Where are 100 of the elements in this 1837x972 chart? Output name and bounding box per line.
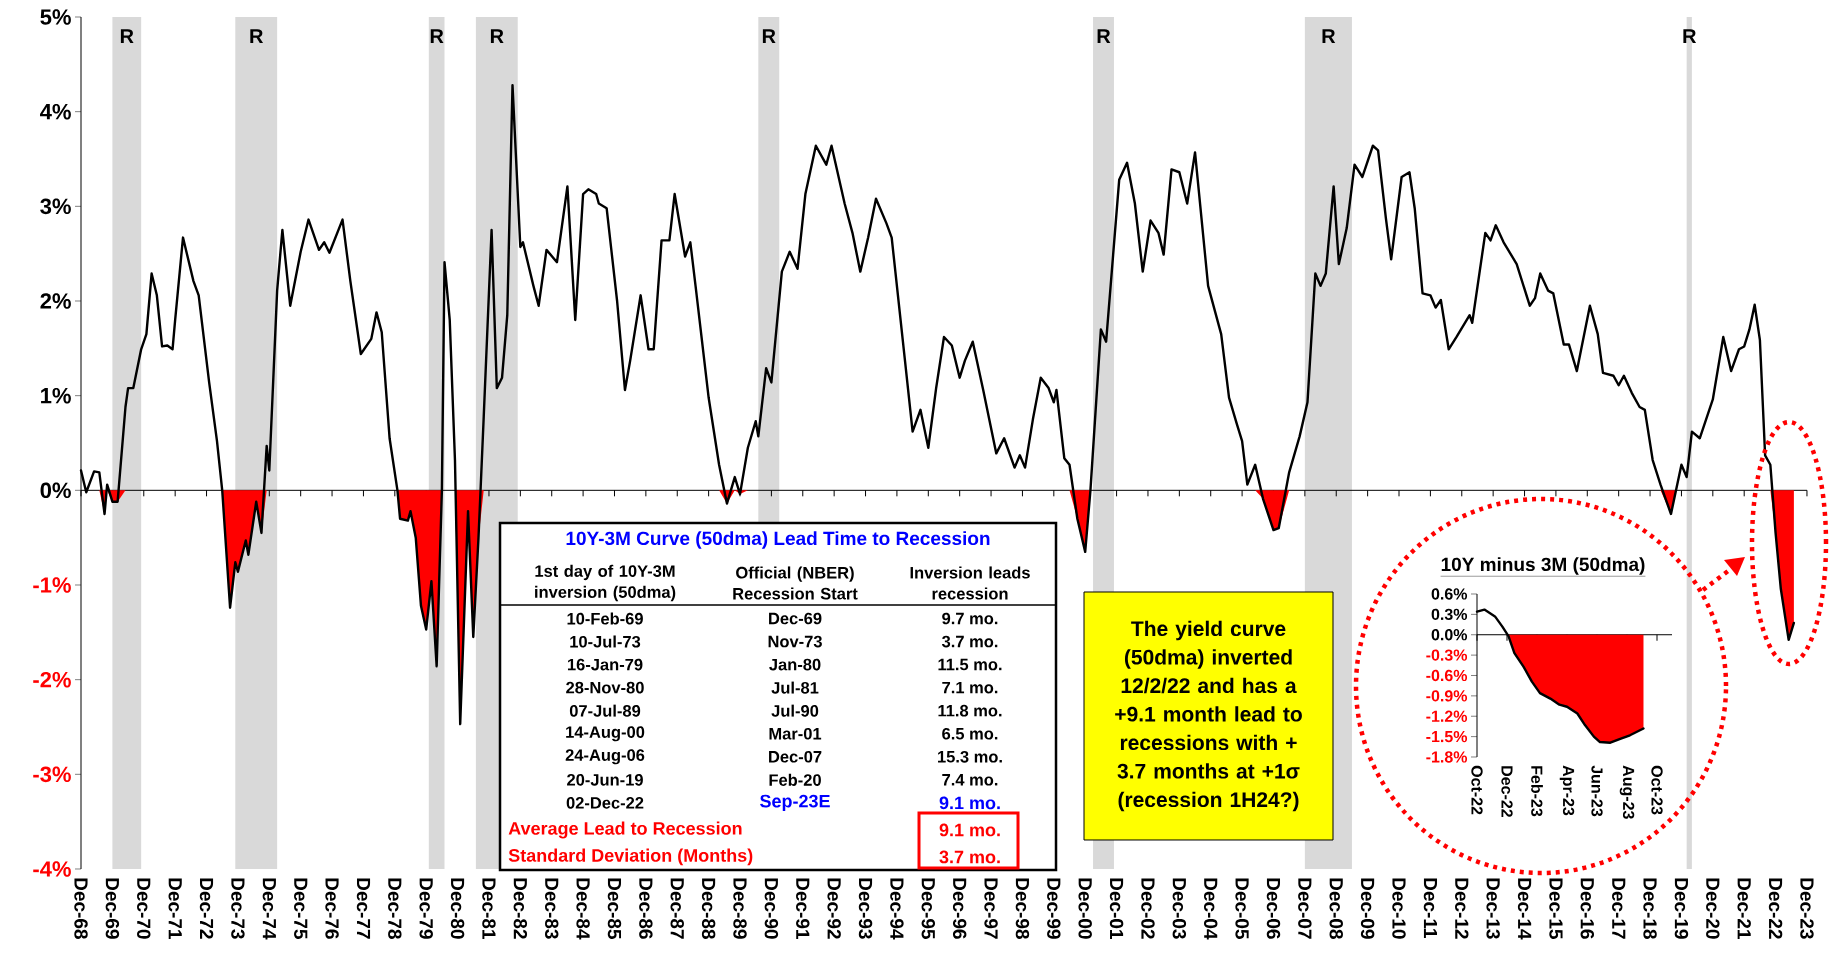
- x-tick-label: Dec-85: [607, 878, 622, 939]
- band-label: R: [490, 29, 504, 43]
- annotation: Feb-20: [769, 773, 821, 786]
- annotation: 10-Feb-69: [567, 612, 643, 625]
- y-tick-label: -4%: [33, 861, 71, 877]
- x-tick-label: Dec-22: [1768, 878, 1783, 939]
- x-tick-label: Dec-20: [1706, 878, 1720, 939]
- annotation: 14-Aug-00: [566, 726, 645, 742]
- x-tick-label: Dec-13: [1486, 878, 1500, 939]
- x-tick-label: Dec-08: [1329, 878, 1343, 939]
- band-label: R: [120, 29, 134, 43]
- annotation: 9.1 mo.: [939, 823, 1000, 837]
- annotation: 6.5 mo.: [942, 727, 998, 740]
- annotation: 02-Dec-22: [566, 797, 644, 809]
- y-tick-label: -0.6%: [1426, 669, 1468, 682]
- annotation: 24-Aug-06: [565, 749, 645, 765]
- annotation: Inversion leads recession: [910, 566, 1030, 600]
- y-tick-label: -2%: [33, 671, 71, 688]
- y-tick-label: 5%: [40, 9, 71, 25]
- annotation: 15.3 mo.: [938, 750, 1002, 763]
- annotation: 3.7 mo.: [939, 850, 1000, 864]
- x-tick-label: Dec-81: [482, 878, 496, 939]
- x-tick-label: Dec-91: [796, 878, 810, 939]
- annotation: 3.7 mo.: [941, 635, 998, 648]
- y-tick-label: -3%: [33, 766, 71, 783]
- x-tick-label: Dec-87: [670, 878, 684, 939]
- annotation: Nov-73: [768, 635, 822, 648]
- x-tick-label: Dec-73: [231, 878, 245, 939]
- y-tick-label: -1.5%: [1426, 730, 1468, 743]
- x-tick-label: Dec-11: [1423, 878, 1438, 938]
- x-tick-label: Dec-74: [262, 878, 276, 940]
- x-tick-label: Dec-86: [639, 878, 653, 939]
- x-tick-label: Dec-83: [544, 878, 559, 939]
- x-tick-label: Dec-82: [513, 878, 528, 939]
- y-tick-label: 0.0%: [1431, 629, 1468, 641]
- annotation: Sep-23E: [760, 794, 830, 812]
- x-tick-label: Dec-84: [576, 878, 590, 940]
- y-tick-label: -0.9%: [1426, 690, 1468, 702]
- x-tick-label: Dec-19: [1674, 878, 1689, 939]
- y-tick-label: 0%: [40, 482, 71, 499]
- x-tick-label: Dec-90: [764, 878, 779, 939]
- x-tick-label: Dec-21: [1737, 878, 1751, 939]
- band-label: R: [1683, 29, 1697, 43]
- x-tick-label: Dec-97: [984, 878, 998, 939]
- x-tick-label: Dec-92: [827, 878, 841, 939]
- x-tick-label: Oct-23: [1651, 765, 1663, 815]
- x-tick-label: Dec-98: [1015, 878, 1030, 939]
- annotation: Dec-07: [769, 750, 822, 763]
- x-tick-label: Dec-88: [701, 878, 716, 939]
- annotation: 10-Jul-73: [570, 635, 641, 648]
- x-tick-label: Dec-06: [1266, 878, 1281, 939]
- annotation: 7.1 mo.: [942, 681, 998, 694]
- annotation: Standard Deviation (Months): [508, 848, 753, 866]
- x-tick-label: Dec-89: [733, 878, 747, 939]
- annotation: 16-Jan-79: [567, 658, 643, 671]
- x-tick-label: Dec-15: [1549, 878, 1563, 939]
- annotation: 11.8 mo.: [938, 704, 1002, 717]
- x-tick-label: Dec-01: [1109, 878, 1124, 939]
- annotation: Official (NBER) Recession Start: [733, 566, 858, 600]
- x-tick-label: Dec-10: [1392, 878, 1406, 939]
- y-tick-label: 1%: [41, 387, 71, 404]
- x-tick-label: Dec-79: [419, 878, 433, 939]
- x-tick-label: Dec-78: [388, 878, 402, 939]
- annotation: Average Lead to Recession: [508, 821, 742, 839]
- x-tick-label: Apr-23: [1559, 765, 1575, 816]
- annotation: Jul-81: [771, 681, 819, 694]
- annotation: 1st day of 10Y-3M inversion (50dma): [535, 564, 676, 602]
- x-tick-label: Aug-23: [1619, 765, 1635, 819]
- x-tick-label: Dec-04: [1204, 878, 1218, 940]
- x-tick-label: Dec-69: [105, 878, 120, 939]
- x-tick-label: Dec-02: [1141, 878, 1155, 939]
- annotation: 9.1 mo.: [939, 796, 1000, 810]
- annotation: 9.7 mo.: [942, 612, 998, 625]
- x-tick-label: Dec-72: [199, 878, 214, 939]
- x-tick-label: Dec-00: [1078, 878, 1092, 939]
- annotation: Jan-80: [769, 658, 821, 671]
- y-tick-label: 2%: [40, 293, 71, 309]
- y-tick-label: -1.8%: [1426, 751, 1468, 763]
- band-label: R: [762, 29, 776, 43]
- x-tick-label: Dec-03: [1172, 878, 1187, 939]
- x-tick-label: Feb-23: [1531, 766, 1543, 817]
- annotation: 07-Jul-89: [569, 704, 641, 717]
- x-tick-label: Dec-18: [1643, 878, 1657, 939]
- annotation: 7.4 mo.: [942, 774, 998, 786]
- x-tick-label: Dec-16: [1580, 878, 1595, 939]
- annotation: 28-Nov-80: [566, 681, 644, 694]
- x-tick-label: Dec-71: [168, 878, 182, 939]
- annotation: Dec-69: [769, 612, 822, 625]
- x-tick-label: Dec-05: [1235, 878, 1249, 939]
- x-tick-label: Dec-14: [1517, 878, 1532, 940]
- x-tick-label: Dec-95: [921, 878, 936, 939]
- x-tick-label: Dec-75: [294, 878, 308, 939]
- y-tick-label: -1.2%: [1426, 710, 1468, 722]
- x-tick-label: Oct-22: [1471, 765, 1483, 815]
- band-label: R: [1322, 29, 1336, 43]
- y-tick-label: 0.3%: [1431, 608, 1468, 621]
- x-tick-label: Dec-96: [952, 878, 967, 939]
- y-tick-label: 3%: [40, 198, 71, 215]
- x-tick-label: Dec-80: [450, 878, 465, 939]
- x-tick-label: Dec-99: [1047, 878, 1061, 939]
